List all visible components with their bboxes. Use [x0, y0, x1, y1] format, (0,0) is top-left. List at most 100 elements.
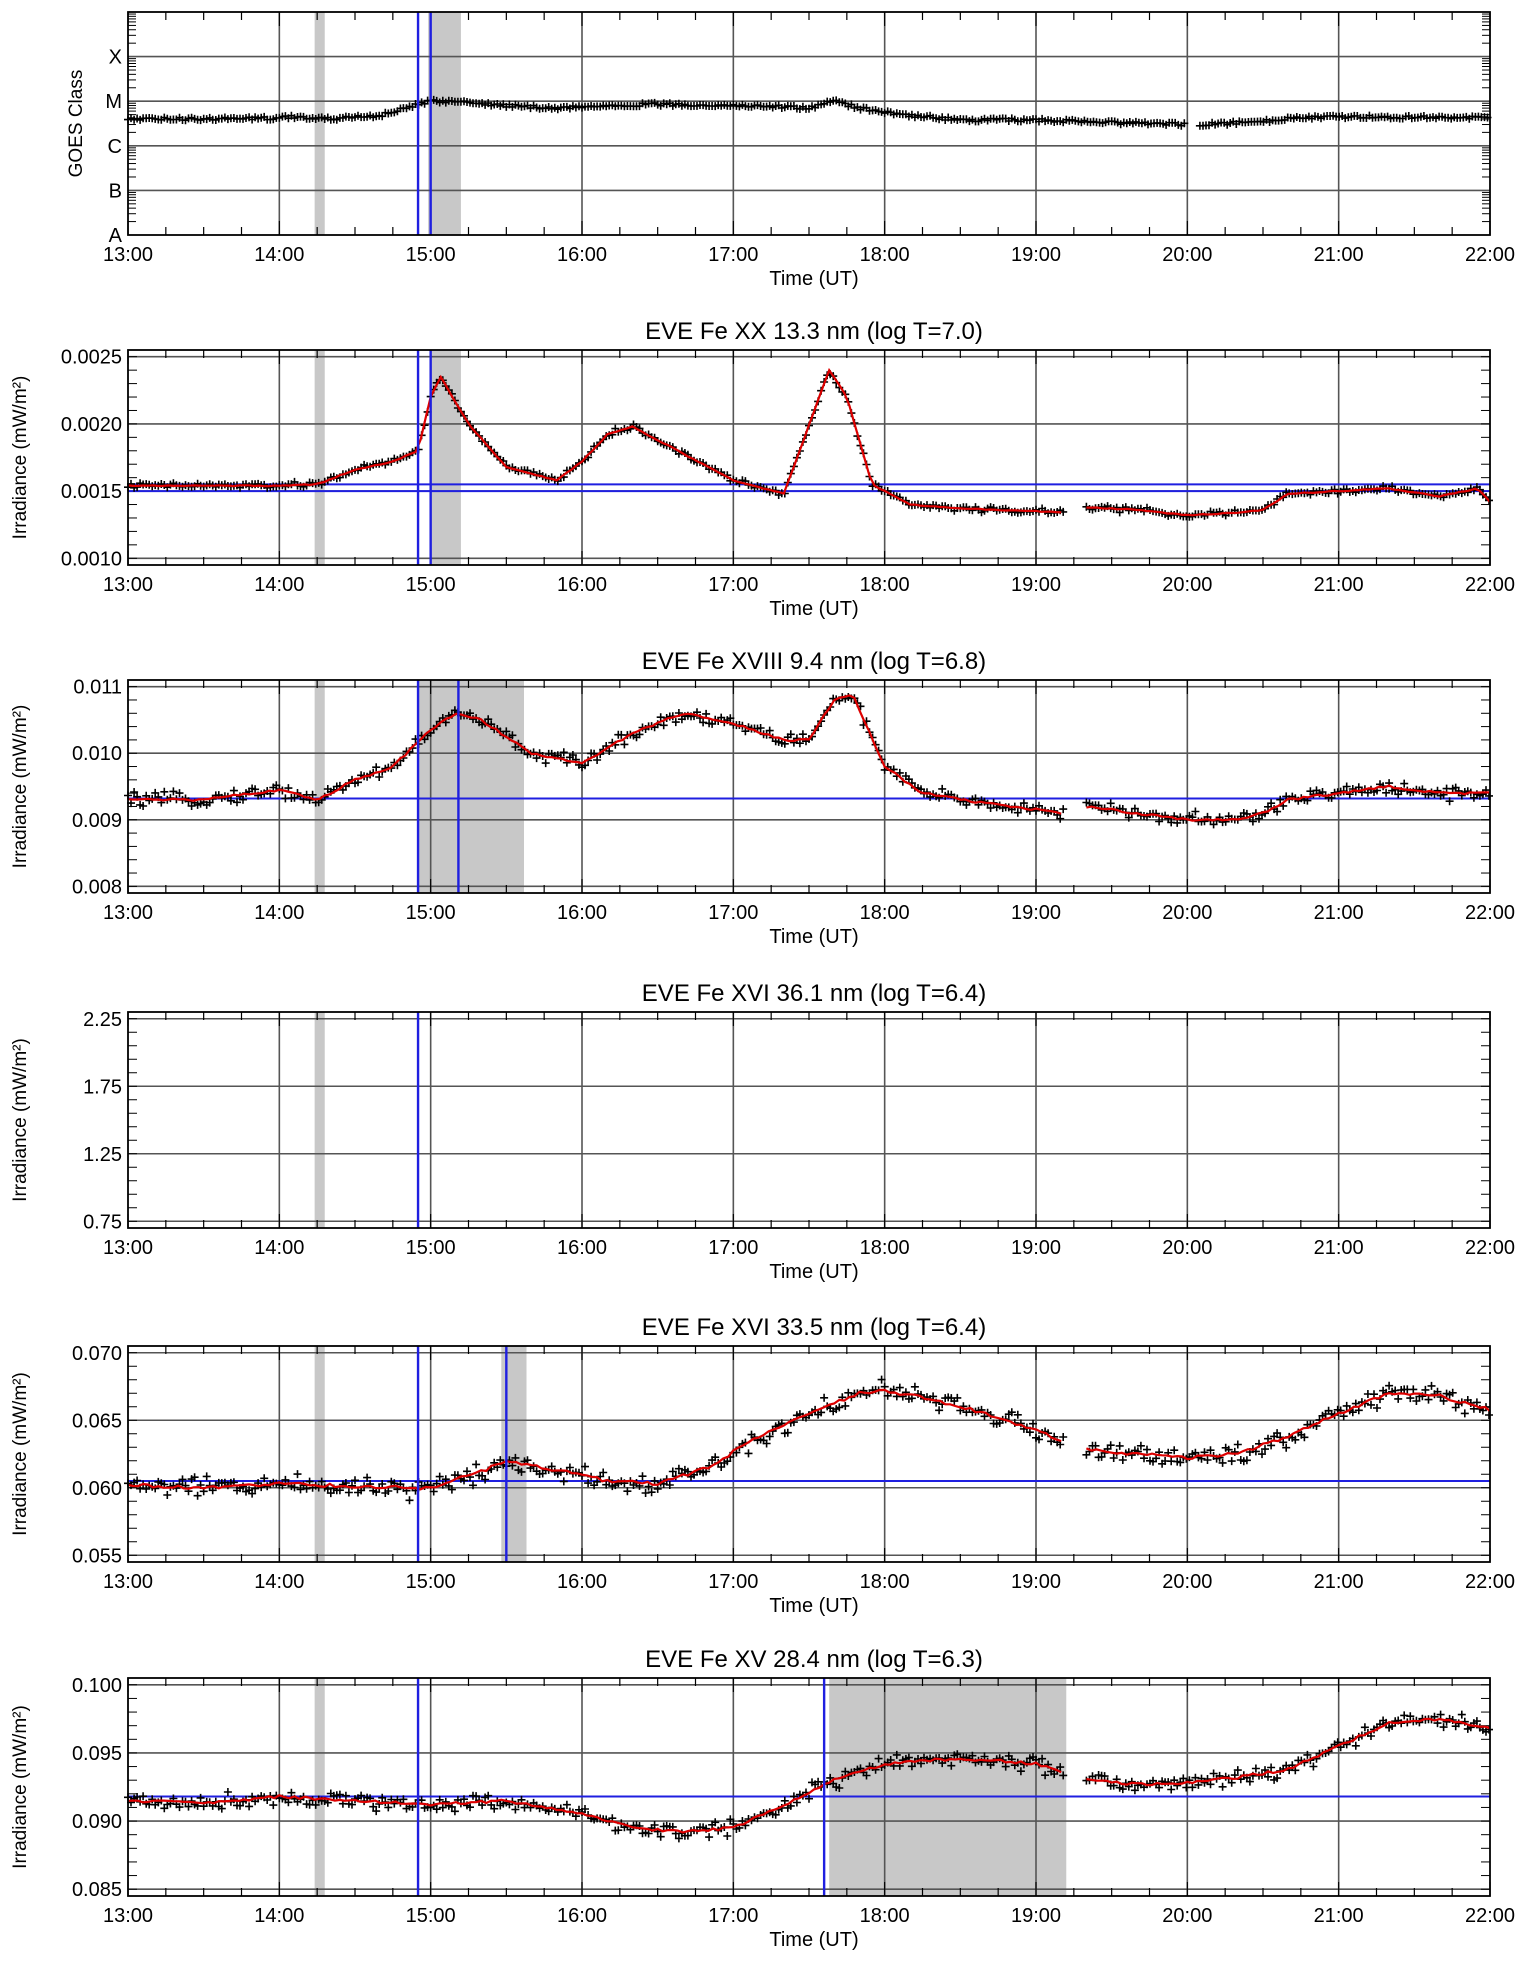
smoothed-series-line: [1086, 487, 1491, 517]
plot-frame: [127, 679, 1491, 894]
shaded-interval: [418, 680, 524, 893]
y-tick-label: X: [109, 47, 122, 69]
x-tick-label: 14:00: [254, 1905, 304, 1927]
y-tick-label: B: [109, 180, 122, 202]
panel-4: 13:00 14:00 15:00 16:00 17:00 18:00 19:00 20:00…: [10, 980, 1515, 1283]
x-tick-label: 22:00: [1465, 1571, 1515, 1593]
smoothed-series-line: [1085, 1392, 1491, 1461]
y-tick-label: 0.75: [83, 1211, 122, 1233]
x-tick-label: 20:00: [1162, 574, 1212, 596]
shaded-interval: [314, 1678, 325, 1896]
x-tick-label: 21:00: [1314, 244, 1364, 266]
x-tick-label: 21:00: [1314, 1905, 1364, 1927]
x-tick-label: 17:00: [708, 1905, 758, 1927]
plot-frame: [127, 11, 1491, 236]
x-tick-label: 17:00: [708, 902, 758, 924]
x-tick-label: 18:00: [860, 1905, 910, 1927]
smoothed-series-line: [127, 694, 1062, 815]
shaded-interval: [314, 680, 325, 893]
y-tick-label: 0.055: [72, 1545, 122, 1567]
x-tick-label: 22:00: [1465, 574, 1515, 596]
x-tick-label: 16:00: [557, 1571, 607, 1593]
x-tick-label: 16:00: [557, 902, 607, 924]
x-tick-label: 19:00: [1011, 574, 1061, 596]
smoothed-series-line: [1086, 784, 1491, 822]
plot-frame: [127, 1011, 1491, 1229]
chart-title: EVE Fe XVI 33.5 nm (log T=6.4): [642, 1314, 986, 1341]
smoothed-series-line: [127, 367, 1062, 514]
chart-title: EVE Fe XX 13.3 nm (log T=7.0): [645, 318, 983, 345]
x-tick-label: 13:00: [103, 1571, 153, 1593]
x-tick-label: 22:00: [1465, 1237, 1515, 1259]
y-tick-label: 0.085: [72, 1879, 122, 1901]
x-tick-label: 18:00: [860, 244, 910, 266]
smoothed-series-line: [127, 1757, 1062, 1834]
panel-6: 13:00 14:00 15:00 16:00 17:00 18:00 19:00 20:00…: [10, 1646, 1515, 1951]
x-tick-label: 19:00: [1011, 902, 1061, 924]
x-axis-label: Time (UT): [769, 1595, 858, 1617]
data-points: [124, 370, 1068, 518]
y-tick-label: A: [109, 225, 123, 247]
chart-title: EVE Fe XVIII 9.4 nm (log T=6.8): [642, 648, 986, 675]
y-axis-label: Irradiance (mW/m²): [10, 376, 31, 540]
x-tick-label: 20:00: [1162, 1571, 1212, 1593]
panel-2: 13:00 14:00 15:00 16:00 17:00 18:00 19:00 20:00…: [10, 318, 1515, 620]
x-tick-label: 13:00: [103, 1905, 153, 1927]
data-points: [1082, 1381, 1493, 1468]
y-tick-label: 0.100: [72, 1675, 122, 1697]
chart-title: EVE Fe XV 28.4 nm (log T=6.3): [645, 1646, 983, 1673]
x-tick-label: 18:00: [860, 1571, 910, 1593]
x-tick-label: 14:00: [254, 1237, 304, 1259]
x-tick-label: 17:00: [708, 1237, 758, 1259]
y-tick-label: 0.090: [72, 1811, 122, 1833]
x-tick-label: 19:00: [1011, 1237, 1061, 1259]
data-points: [1082, 779, 1493, 829]
x-tick-label: 17:00: [708, 574, 758, 596]
x-tick-label: 15:00: [406, 1237, 456, 1259]
x-tick-label: 13:00: [103, 244, 153, 266]
x-tick-label: 14:00: [254, 1571, 304, 1593]
y-axis-label: GOES Class: [66, 70, 87, 178]
y-axis-label: Irradiance (mW/m²): [10, 1038, 31, 1202]
panel-1: 13:00 14:00 15:00 16:00 17:00 18:00 19:00 20:00…: [66, 11, 1515, 290]
y-tick-label: 0.065: [72, 1410, 122, 1432]
shaded-interval: [314, 1012, 325, 1228]
x-tick-label: 21:00: [1314, 902, 1364, 924]
x-tick-label: 18:00: [860, 902, 910, 924]
x-tick-label: 20:00: [1162, 1905, 1212, 1927]
x-tick-label: 21:00: [1314, 1237, 1364, 1259]
chart-title: EVE Fe XVI 36.1 nm (log T=6.4): [642, 980, 986, 1007]
y-tick-label: 0.0010: [61, 548, 122, 570]
x-tick-label: 16:00: [557, 574, 607, 596]
x-tick-label: 15:00: [406, 902, 456, 924]
data-points: [124, 693, 1068, 823]
x-tick-label: 19:00: [1011, 1571, 1061, 1593]
x-tick-label: 21:00: [1314, 1571, 1364, 1593]
x-axis-label: Time (UT): [769, 1929, 858, 1951]
x-tick-label: 22:00: [1465, 1905, 1515, 1927]
y-tick-label: C: [108, 136, 122, 158]
x-tick-label: 19:00: [1011, 1905, 1061, 1927]
x-axis-label: Time (UT): [769, 598, 858, 620]
y-tick-label: 0.0015: [61, 481, 122, 503]
y-axis-label: Irradiance (mW/m²): [10, 1705, 31, 1869]
x-tick-label: 15:00: [406, 1571, 456, 1593]
x-axis-label: Time (UT): [769, 268, 858, 290]
y-tick-label: 0.010: [72, 743, 122, 765]
x-tick-label: 13:00: [103, 574, 153, 596]
x-tick-label: 17:00: [708, 244, 758, 266]
shaded-interval: [314, 1346, 325, 1562]
x-tick-label: 17:00: [708, 1571, 758, 1593]
y-axis-label: Irradiance (mW/m²): [10, 705, 31, 869]
x-tick-label: 13:00: [103, 902, 153, 924]
x-tick-label: 18:00: [860, 1237, 910, 1259]
y-tick-label: 1.75: [83, 1076, 122, 1098]
x-axis-label: Time (UT): [769, 926, 858, 948]
y-tick-label: 0.095: [72, 1743, 122, 1765]
x-tick-label: 16:00: [557, 1237, 607, 1259]
y-tick-label: M: [105, 91, 122, 113]
x-tick-label: 18:00: [860, 574, 910, 596]
smoothed-series-line: [127, 1388, 1062, 1491]
plot-frame: [127, 1345, 1491, 1563]
x-tick-label: 13:00: [103, 1237, 153, 1259]
